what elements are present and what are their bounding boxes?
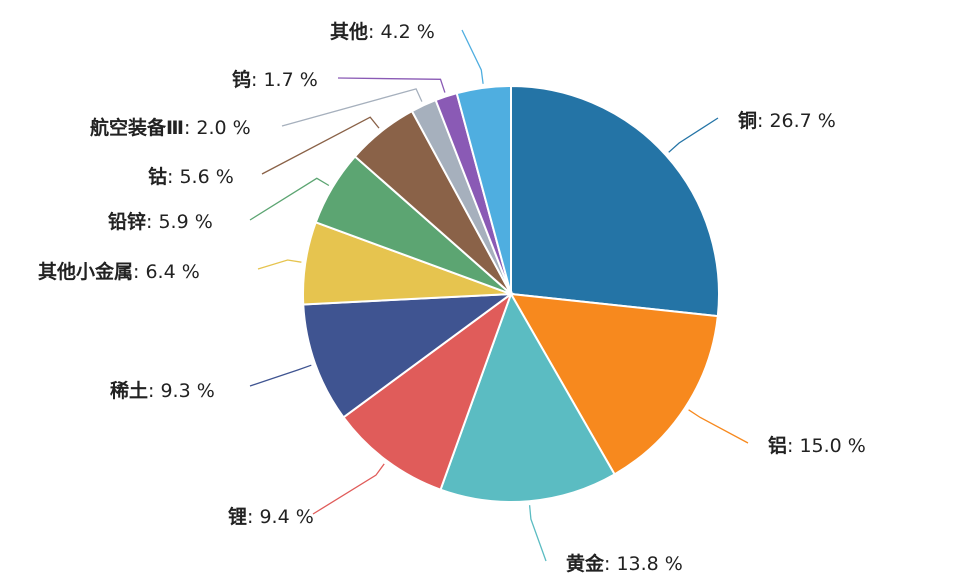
pie-slices [302,84,720,503]
leader-line-10 [461,29,484,84]
slice-label-name: 钴 [148,165,167,188]
slice-label-7: 钴: 5.6 % [148,165,234,188]
leader-line-3 [312,463,385,515]
slice-labels: 铜: 26.7 %铝: 15.0 %黄金: 13.8 %锂: 9.4 %稀土: … [38,20,866,575]
slice-label-value: : 5.6 % [167,166,234,188]
slice-label-value: : 26.7 % [757,110,836,132]
slice-label-value: : 9.3 % [148,380,215,402]
leader-line-1 [688,409,749,444]
slice-label-4: 稀土: 9.3 % [110,379,215,402]
leader-line-0 [668,117,719,153]
slice-label-value: : 4.2 % [368,21,435,43]
slice-label-6: 铅锌: 5.9 % [108,210,213,233]
slice-label-2: 黄金: 13.8 % [566,552,683,575]
slice-label-value: : 2.0 % [184,117,251,139]
slice-label-name: 黄金 [566,552,605,575]
leader-line-5 [257,259,302,270]
slice-label-value: : 13.8 % [604,553,683,575]
slice-label-8: 航空装备Ⅲ: 2.0 % [90,116,251,139]
slice-label-1: 铝: 15.0 % [768,434,866,457]
slice-label-9: 钨: 1.7 % [232,68,318,91]
slice-label-name: 其他 [330,20,368,43]
slice-label-name: 钨 [232,68,251,91]
slice-label-name: 铅锌 [108,210,146,233]
slice-label-name: 铝 [768,434,787,457]
leader-line-8 [281,88,423,127]
pie-slice-1 [509,292,719,476]
pie-slice-4 [302,292,515,419]
slice-label-name: 锂 [228,505,247,528]
slice-label-name: 其他小金属 [38,260,133,283]
leader-line-9 [337,77,446,93]
leader-line-2 [528,505,547,562]
pie-slice-3 [342,291,514,491]
pie-slice-10 [455,84,512,295]
slice-label-5: 其他小金属: 6.4 % [38,260,200,283]
leader-line-6 [249,177,330,221]
slice-label-10: 其他: 4.2 % [330,20,435,43]
slice-label-3: 锂: 9.4 % [228,505,314,528]
slice-label-0: 铜: 26.7 % [738,109,836,132]
slice-label-value: : 9.4 % [247,506,314,528]
slice-label-name: 航空装备Ⅲ [90,116,184,139]
pie-slice-2 [439,291,616,503]
slice-label-value: : 15.0 % [787,435,866,457]
pie-slice-0 [510,84,720,318]
slice-label-value: : 6.4 % [133,261,200,283]
slice-label-value: : 1.7 % [251,69,318,91]
leader-line-4 [249,364,312,387]
leader-lines [249,29,749,562]
slice-label-name: 铜 [738,109,757,132]
leader-line-7 [261,116,380,175]
slice-label-name: 稀土 [110,379,148,402]
slice-label-value: : 5.9 % [146,211,213,233]
